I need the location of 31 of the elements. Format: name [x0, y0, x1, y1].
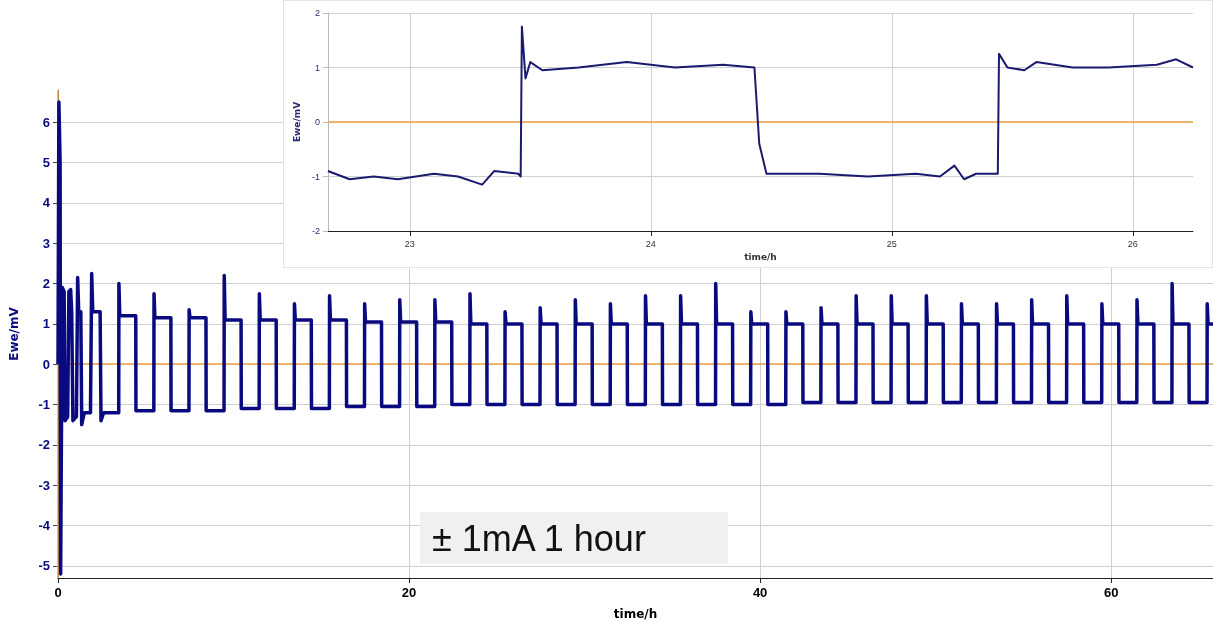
- x-tick-label: 0: [54, 585, 62, 600]
- y-axis-title: Ewe/mV: [7, 306, 21, 361]
- y-tick-label: 1: [314, 62, 320, 73]
- y-tick-label: 6: [42, 114, 50, 130]
- y-tick-label: -3: [38, 477, 50, 493]
- y-tick-label: -2: [38, 437, 50, 453]
- y-tick-label: -2: [311, 226, 320, 236]
- x-tick-label: 25: [886, 238, 897, 249]
- x-tick-label: 26: [1127, 238, 1138, 249]
- x-tick-label: 40: [752, 585, 768, 600]
- annotation: ± 1mA 1 hour: [432, 517, 646, 559]
- line-series: [326, 25, 1194, 186]
- y-tick-label: 0: [314, 117, 320, 127]
- y-tick-label: -1: [311, 171, 320, 182]
- y-tick-label: -5: [38, 558, 50, 574]
- x-tick-label: 24: [645, 238, 656, 249]
- y-tick-label: 2: [42, 276, 50, 292]
- x-axis-title: time/h: [613, 607, 658, 621]
- y-tick-label: 5: [42, 155, 50, 171]
- y-tick-label: -4: [38, 518, 51, 534]
- x-axis-title: time/h: [744, 252, 777, 263]
- y-tick-label: 1: [42, 316, 50, 332]
- y-axis-title: Ewe/mV: [291, 101, 302, 143]
- x-tick-label: 60: [1103, 585, 1119, 600]
- x-tick-label: 23: [404, 238, 415, 249]
- y-tick-label: 2: [314, 8, 320, 18]
- y-tick-label: -1: [38, 397, 50, 413]
- y-tick-label: 3: [42, 235, 50, 251]
- y-tick-label: 4: [42, 195, 51, 211]
- y-tick-label: 0: [42, 356, 50, 372]
- x-tick-label: 20: [401, 585, 417, 600]
